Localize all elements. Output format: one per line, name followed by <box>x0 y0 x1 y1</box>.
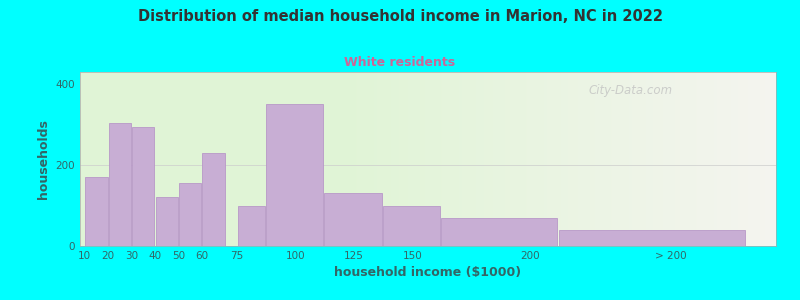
Bar <box>155 197 178 246</box>
Bar <box>86 177 107 246</box>
Text: Distribution of median household income in Marion, NC in 2022: Distribution of median household income … <box>138 9 662 24</box>
Bar <box>558 230 745 246</box>
Bar <box>324 194 382 246</box>
X-axis label: household income ($1000): household income ($1000) <box>334 266 522 279</box>
Bar <box>238 206 265 246</box>
Text: White residents: White residents <box>345 56 455 68</box>
Y-axis label: households: households <box>37 119 50 199</box>
Bar <box>383 206 440 246</box>
Text: City-Data.com: City-Data.com <box>588 84 672 97</box>
Bar <box>202 153 225 246</box>
Bar <box>132 127 154 246</box>
Bar <box>442 218 558 246</box>
Bar <box>266 104 323 246</box>
Bar <box>179 183 202 246</box>
Bar <box>109 123 131 246</box>
